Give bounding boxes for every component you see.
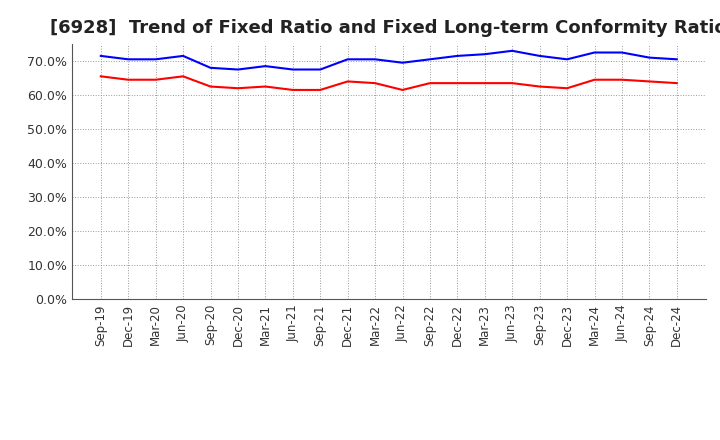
Fixed Ratio: [179, 53, 187, 59]
Fixed Ratio: [590, 50, 599, 55]
Fixed Long-term Conformity Ratio: [233, 86, 242, 91]
Fixed Ratio: [371, 57, 379, 62]
Fixed Long-term Conformity Ratio: [289, 87, 297, 92]
Fixed Long-term Conformity Ratio: [398, 87, 407, 92]
Fixed Long-term Conformity Ratio: [261, 84, 270, 89]
Line: Fixed Ratio: Fixed Ratio: [101, 51, 677, 70]
Fixed Long-term Conformity Ratio: [426, 81, 434, 86]
Fixed Ratio: [289, 67, 297, 72]
Fixed Long-term Conformity Ratio: [371, 81, 379, 86]
Fixed Ratio: [618, 50, 626, 55]
Fixed Long-term Conformity Ratio: [206, 84, 215, 89]
Fixed Ratio: [316, 67, 325, 72]
Fixed Ratio: [261, 63, 270, 69]
Line: Fixed Long-term Conformity Ratio: Fixed Long-term Conformity Ratio: [101, 76, 677, 90]
Fixed Ratio: [151, 57, 160, 62]
Fixed Ratio: [124, 57, 132, 62]
Fixed Long-term Conformity Ratio: [480, 81, 489, 86]
Fixed Ratio: [480, 51, 489, 57]
Fixed Long-term Conformity Ratio: [151, 77, 160, 82]
Fixed Long-term Conformity Ratio: [508, 81, 516, 86]
Fixed Ratio: [426, 57, 434, 62]
Fixed Long-term Conformity Ratio: [453, 81, 462, 86]
Fixed Ratio: [96, 53, 105, 59]
Fixed Ratio: [508, 48, 516, 53]
Fixed Long-term Conformity Ratio: [96, 73, 105, 79]
Fixed Ratio: [672, 57, 681, 62]
Fixed Long-term Conformity Ratio: [590, 77, 599, 82]
Fixed Long-term Conformity Ratio: [536, 84, 544, 89]
Fixed Ratio: [645, 55, 654, 60]
Fixed Ratio: [206, 65, 215, 70]
Fixed Long-term Conformity Ratio: [618, 77, 626, 82]
Fixed Long-term Conformity Ratio: [316, 87, 325, 92]
Fixed Ratio: [398, 60, 407, 66]
Fixed Long-term Conformity Ratio: [672, 81, 681, 86]
Fixed Long-term Conformity Ratio: [645, 79, 654, 84]
Fixed Long-term Conformity Ratio: [343, 79, 352, 84]
Fixed Long-term Conformity Ratio: [124, 77, 132, 82]
Title: [6928]  Trend of Fixed Ratio and Fixed Long-term Conformity Ratio: [6928] Trend of Fixed Ratio and Fixed Lo…: [50, 19, 720, 37]
Fixed Ratio: [563, 57, 572, 62]
Fixed Ratio: [233, 67, 242, 72]
Fixed Ratio: [343, 57, 352, 62]
Fixed Ratio: [453, 53, 462, 59]
Fixed Long-term Conformity Ratio: [563, 86, 572, 91]
Fixed Long-term Conformity Ratio: [179, 73, 187, 79]
Fixed Ratio: [536, 53, 544, 59]
